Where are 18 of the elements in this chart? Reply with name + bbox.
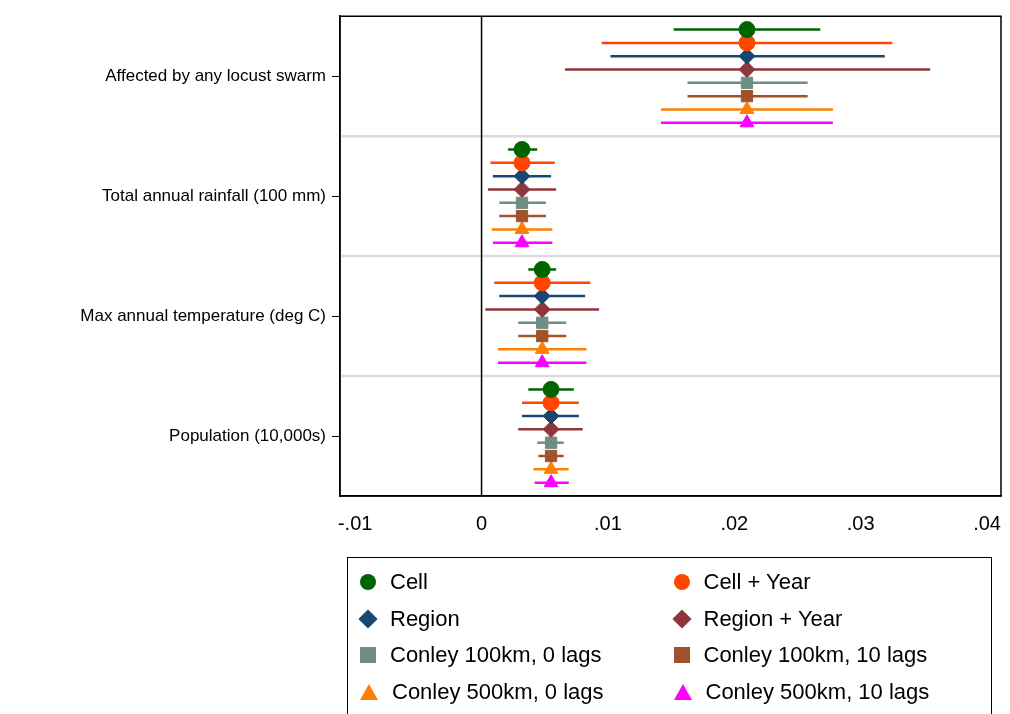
x-tick-label: .04 (973, 511, 1001, 534)
x-tick-label: .01 (594, 511, 622, 534)
y-tick-label: Affected by any locust swarm (105, 65, 326, 85)
y-tick-label: Population (10,000s) (169, 425, 326, 445)
y-tick-label: Total annual rainfall (100 mm) (102, 185, 326, 205)
y-tick-label: Max annual temperature (deg C) (80, 305, 326, 325)
legend-label: Conley 500km, 10 lags (705, 678, 930, 705)
x-tick-label: 0 (475, 511, 488, 534)
x-tick-label: .02 (720, 511, 749, 534)
x-tick-label: -.01 (337, 511, 373, 534)
legend-label: Conley 500km, 0 lags (392, 678, 604, 705)
legend-label: Conley 100km, 0 lags (390, 642, 602, 668)
legend-label: Region + Year (703, 605, 843, 632)
legend-label: Conley 100km, 10 lags (703, 642, 928, 668)
legend-label: Cell (390, 569, 428, 595)
legend-label: Region (390, 605, 460, 632)
x-tick-label: .03 (846, 511, 875, 534)
legend-label: Cell + Year (703, 569, 811, 595)
